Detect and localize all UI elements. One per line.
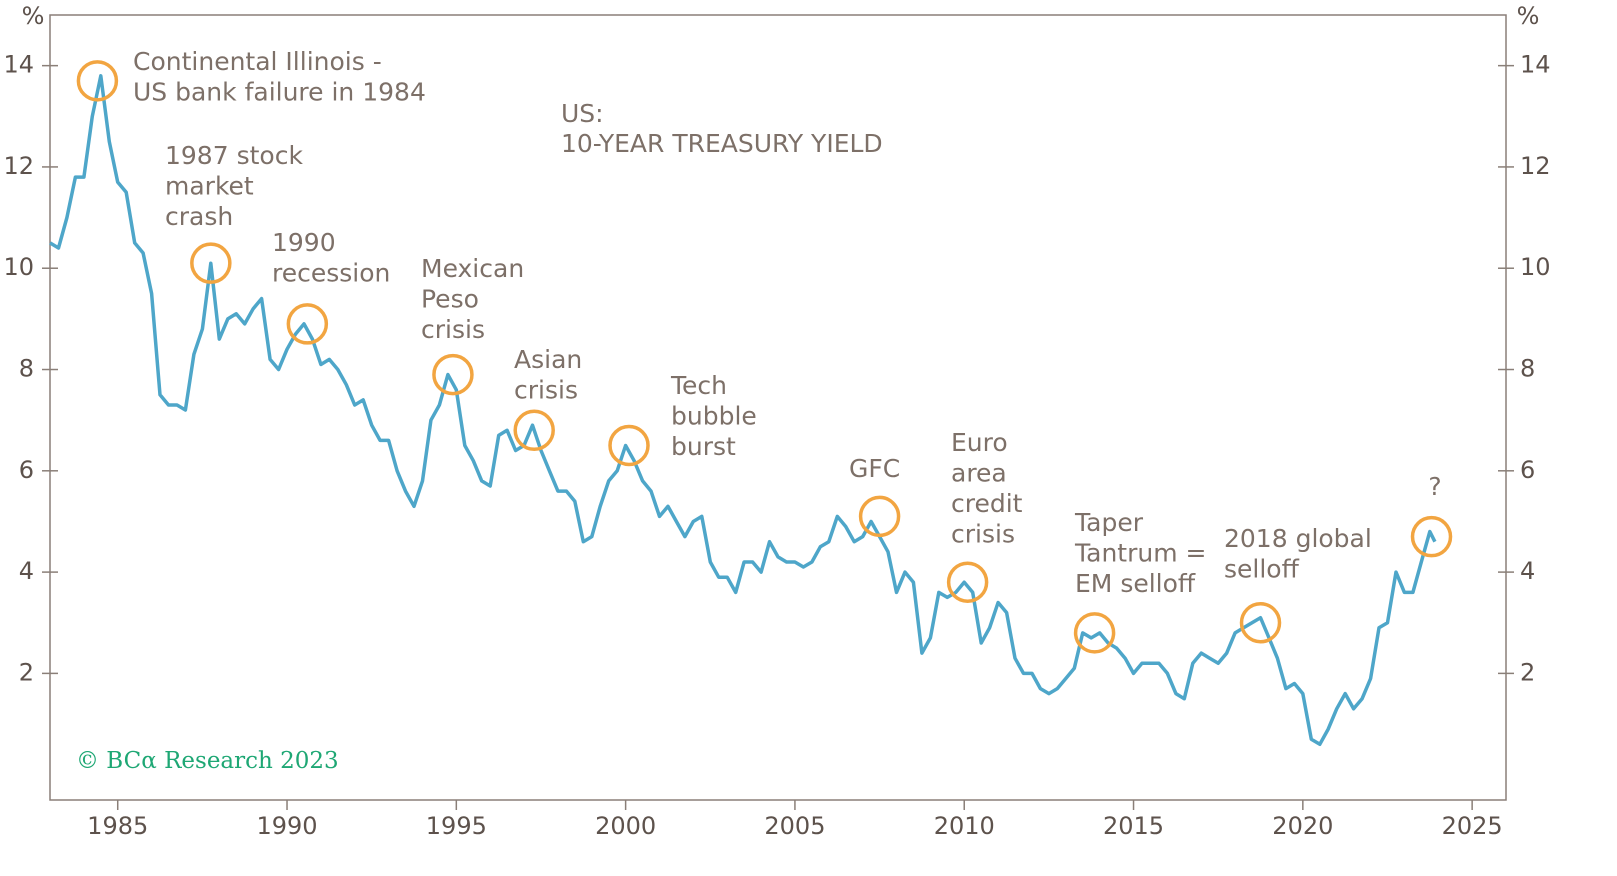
annotation-text: Tantrum = <box>1074 539 1206 568</box>
annotation-circle <box>432 353 474 396</box>
y-tick-label: 6 <box>1520 456 1535 484</box>
annotation-text: market <box>165 172 254 201</box>
annotation-text: crisis <box>951 520 1015 549</box>
y-tick-label: 10 <box>3 253 34 281</box>
annotation-text: US bank failure in 1984 <box>133 78 426 107</box>
annotation-text: crash <box>165 202 233 231</box>
annotation-text: GFC <box>849 454 900 483</box>
annotation-circle <box>76 60 119 102</box>
y-tick-label: 4 <box>19 557 34 585</box>
series-line <box>49 74 1437 747</box>
annotation-text: 1987 stock <box>165 141 303 170</box>
annotation-circle <box>286 303 329 345</box>
chart-title: 10-YEAR TREASURY YIELD <box>561 129 883 158</box>
annotation-text: credit <box>951 489 1023 518</box>
annotation-circle <box>858 495 901 538</box>
annotation-text: Euro <box>951 428 1008 457</box>
annotation-circle <box>946 561 989 603</box>
annotation-circle <box>1073 612 1116 654</box>
y-tick-label: 2 <box>1520 658 1535 686</box>
y-tick-label: 12 <box>1520 152 1551 180</box>
x-tick-label: 2005 <box>764 812 825 840</box>
annotation-text: 1990 <box>272 228 336 257</box>
y-unit-right: % <box>1517 2 1540 30</box>
chart-title: US: <box>561 99 604 128</box>
x-tick-label: 2000 <box>595 812 656 840</box>
annotation-circle <box>513 409 555 452</box>
x-tick-label: 2015 <box>1103 812 1164 840</box>
annotation-circle <box>608 424 650 467</box>
x-tick-label: 1985 <box>87 812 148 840</box>
x-tick-label: 2020 <box>1272 812 1333 840</box>
x-tick-label: 1990 <box>256 812 317 840</box>
annotation-text: selloff <box>1224 555 1300 584</box>
annotation-text: crisis <box>421 315 485 344</box>
annotation-text: Tech <box>670 371 727 400</box>
y-unit-left: % <box>22 2 45 30</box>
y-tick-label: 12 <box>3 152 34 180</box>
y-tick-label: 14 <box>1520 51 1551 79</box>
annotation-text: Taper <box>1074 508 1144 537</box>
annotation-text: Asian <box>514 345 582 374</box>
y-tick-label: 2 <box>19 658 34 686</box>
annotation-text: EM selloff <box>1075 569 1196 598</box>
annotation-text: crisis <box>514 376 578 405</box>
annotation-circle <box>1239 601 1282 644</box>
annotation-text: area <box>951 459 1007 488</box>
x-tick-label: 1995 <box>426 812 487 840</box>
annotation-text: 2018 global <box>1224 524 1372 553</box>
y-tick-label: 14 <box>3 51 34 79</box>
annotation-text: Peso <box>421 285 479 314</box>
y-tick-label: 10 <box>1520 253 1551 281</box>
plot-frame <box>49 14 1507 801</box>
x-tick-label: 2010 <box>934 812 995 840</box>
annotation-text: recession <box>272 259 390 288</box>
y-tick-label: 4 <box>1520 557 1535 585</box>
annotation-circle <box>1410 515 1453 558</box>
annotation-circle <box>190 242 232 284</box>
annotation-text: ? <box>1428 472 1441 501</box>
annotation-text: bubble <box>671 402 757 431</box>
annotation-text: burst <box>671 432 736 461</box>
y-tick-label: 8 <box>19 355 34 383</box>
annotation-text: Continental Illinois - <box>133 47 382 76</box>
annotation-text: Mexican <box>421 254 524 283</box>
footer: © BCα Research 2023 <box>76 748 339 774</box>
y-tick-label: 6 <box>19 456 34 484</box>
x-tick-label: 2025 <box>1442 812 1503 840</box>
y-tick-label: 8 <box>1520 355 1535 383</box>
